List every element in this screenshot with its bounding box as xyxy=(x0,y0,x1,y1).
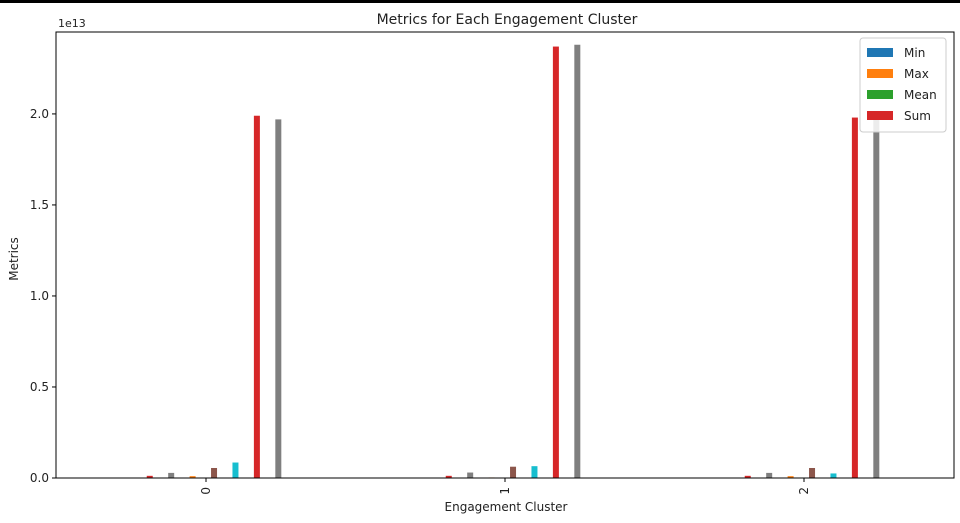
bar-series-11-cat-2 xyxy=(787,476,794,478)
bar-series-15-cat-1 xyxy=(510,466,517,478)
y-tick-label: 1.5 xyxy=(30,198,49,212)
bar-series-23-cat-2 xyxy=(851,117,858,478)
window-top-border xyxy=(0,0,960,3)
bar-series-27-cat-1 xyxy=(574,44,581,479)
y-tick-label: 1.0 xyxy=(30,289,49,303)
y-tick-label: 2.0 xyxy=(30,107,49,121)
bar-series-7-cat-2 xyxy=(766,472,773,478)
bar-series-19-cat-2 xyxy=(830,473,837,478)
x-axis-label: Engagement Cluster xyxy=(445,500,568,514)
legend-label-mean: Mean xyxy=(904,88,937,102)
legend-label-sum: Sum xyxy=(904,109,931,123)
bar-series-27-cat-2 xyxy=(873,119,880,478)
y-tick-label: 0.0 xyxy=(30,471,49,485)
bar-series-3-cat-2 xyxy=(744,475,751,478)
legend-label-max: Max xyxy=(904,67,929,81)
bar-group xyxy=(130,44,880,479)
legend: Min Max Mean Sum xyxy=(859,37,947,133)
x-tick-label: 2 xyxy=(797,487,811,495)
bar-series-23-cat-0 xyxy=(253,115,260,479)
legend-swatch-sum xyxy=(867,111,893,120)
bar-series-15-cat-2 xyxy=(809,467,816,478)
y-axis: 0.0 0.5 1.0 1.5 2.0 xyxy=(30,107,56,485)
legend-swatch-mean xyxy=(867,90,893,99)
bar-series-3-cat-0 xyxy=(146,475,153,478)
y-axis-offset-text: 1e13 xyxy=(58,17,86,30)
bar-series-3-cat-1 xyxy=(445,475,452,478)
bar-series-7-cat-0 xyxy=(168,472,175,478)
bar-series-11-cat-0 xyxy=(189,476,196,478)
bar-series-27-cat-0 xyxy=(275,119,282,478)
y-tick-label: 0.5 xyxy=(30,380,49,394)
bar-series-15-cat-0 xyxy=(211,467,218,478)
bar-series-19-cat-1 xyxy=(531,466,538,478)
x-tick-label: 1 xyxy=(498,487,512,495)
y-axis-label: Metrics xyxy=(7,237,21,281)
legend-label-min: Min xyxy=(904,46,925,60)
bar-series-19-cat-0 xyxy=(232,462,239,478)
plot-area-frame xyxy=(55,31,955,479)
chart-title: Metrics for Each Engagement Cluster xyxy=(377,12,638,28)
x-axis: 0 1 2 xyxy=(199,478,811,495)
bar-series-7-cat-1 xyxy=(467,472,474,478)
legend-swatch-min xyxy=(867,48,893,57)
legend-swatch-max xyxy=(867,69,893,78)
x-tick-label: 0 xyxy=(199,487,213,495)
bar-series-23-cat-1 xyxy=(552,46,559,479)
legend-box xyxy=(859,37,947,133)
